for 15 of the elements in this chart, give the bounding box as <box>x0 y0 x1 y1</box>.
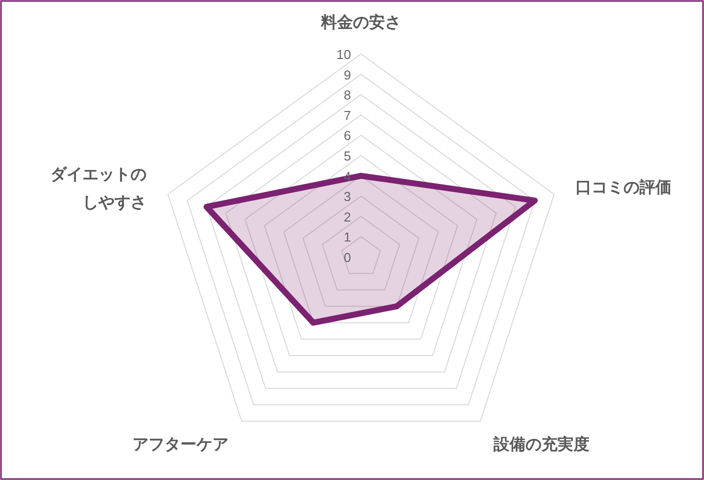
spoke-label: アフターケア <box>132 434 229 454</box>
spoke-label: ダイエットのしやすさ <box>50 164 147 212</box>
y-tick-label: 1 <box>344 230 351 245</box>
y-tick-label: 2 <box>344 209 351 224</box>
y-tick-label: 9 <box>344 67 351 82</box>
spoke-label: 料金の安さ <box>320 12 401 32</box>
y-tick-label: 0 <box>344 250 351 265</box>
y-tick-label: 10 <box>336 47 351 62</box>
y-tick-label: 8 <box>344 88 351 103</box>
spoke-label: 口コミの評価 <box>575 177 672 196</box>
y-tick-label: 5 <box>344 148 351 164</box>
spoke-label: 設備の充実度 <box>492 434 590 454</box>
y-tick-label: 6 <box>344 128 351 144</box>
y-tick-label: 3 <box>344 189 351 204</box>
y-tick-label: 7 <box>344 108 351 123</box>
